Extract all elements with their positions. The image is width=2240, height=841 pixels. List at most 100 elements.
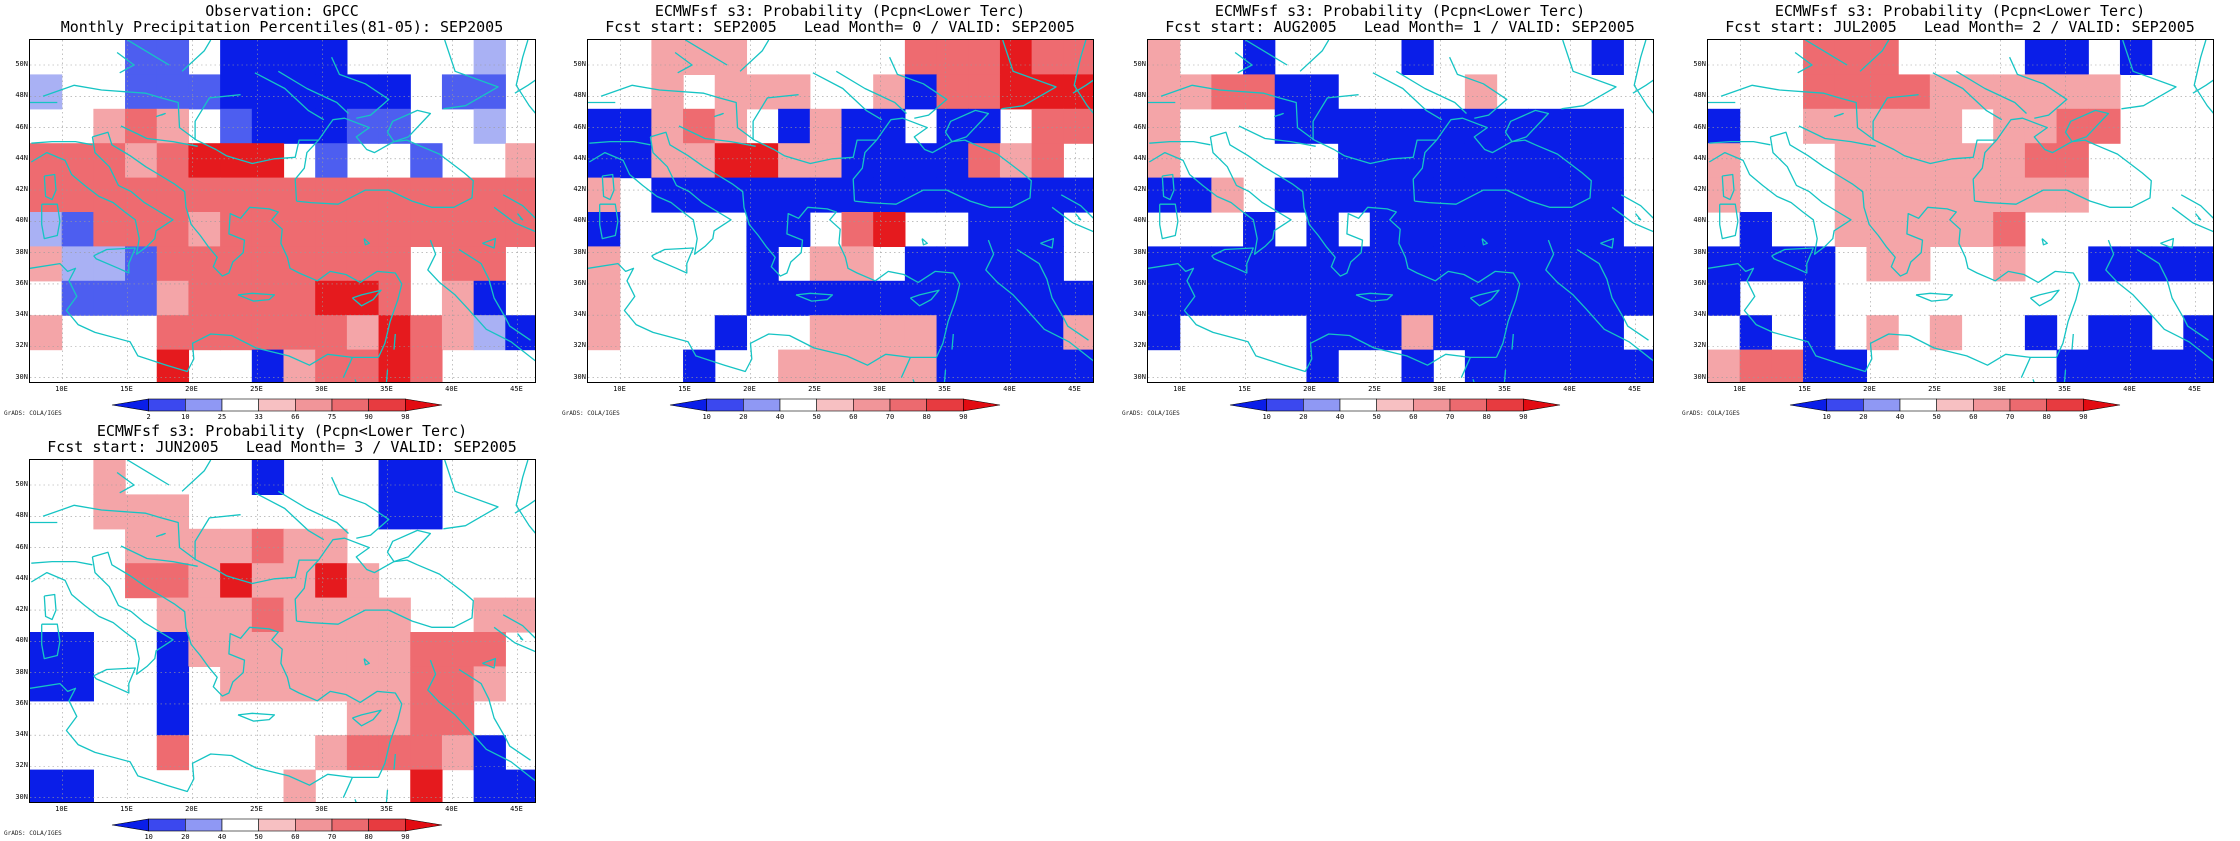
grid-cell (873, 280, 906, 316)
coastline (1709, 140, 1771, 146)
lon-tick-label: 10E (613, 385, 626, 393)
grid-cell (1739, 212, 1772, 247)
coastline (194, 514, 241, 561)
grid-cell (841, 315, 874, 351)
grid-cell (746, 143, 779, 179)
coastline (1632, 79, 1653, 94)
grid-cell (315, 563, 348, 599)
grid-cell (473, 769, 506, 802)
coastline (889, 56, 948, 119)
grid-cell (1866, 315, 1899, 351)
grid-cell (1803, 280, 1836, 316)
grid-cell (188, 280, 221, 316)
colorbar-label: 70 (2005, 413, 2015, 421)
grid-cell (251, 597, 285, 633)
lat-tick-label: 30N (1693, 372, 1706, 381)
map-area (587, 39, 1094, 383)
grid-cell (968, 74, 1001, 110)
grid-cell (1063, 349, 1093, 382)
coastline (1148, 136, 1292, 255)
grid-cell (841, 349, 874, 382)
grid-cell (1063, 40, 1093, 75)
grid-cell (1591, 40, 1624, 75)
coastline (943, 369, 947, 382)
coastline (41, 623, 61, 660)
coastline (1721, 173, 1735, 201)
grid-cell (410, 315, 443, 351)
grid-cell (809, 315, 843, 351)
grid-cell (1866, 143, 1899, 179)
coastline (1299, 40, 1330, 72)
colorbar-label: 20 (181, 833, 190, 841)
lat-tick-label: 30N (1133, 372, 1146, 381)
coastline (651, 247, 694, 274)
grid-cell (473, 108, 506, 144)
coastline (427, 659, 535, 782)
grid-cell (1338, 143, 1371, 179)
coastline (2193, 40, 2213, 114)
lat-tick-label: 48N (1133, 91, 1146, 100)
coastline (1503, 369, 1507, 382)
grid-cell (30, 212, 63, 247)
grid-cell (1708, 143, 1741, 179)
grid-cell (473, 666, 506, 702)
grid-cell (251, 246, 285, 282)
grid-cell (125, 40, 158, 75)
grid-cell (315, 280, 348, 316)
panel-subtitle: Fcst start: JUL2005 Lead Month= 2 / VALI… (1725, 18, 2195, 36)
grid-cell (841, 108, 874, 144)
lon-tick-label: 25E (1928, 385, 1941, 393)
grid-cell (220, 632, 253, 667)
grid-cell (714, 315, 748, 351)
lat-tick-label: 34N (1693, 310, 1706, 319)
grid-cell (473, 212, 506, 247)
grid-cell (441, 212, 475, 247)
grid-cell (283, 349, 316, 382)
grid-cell (746, 177, 779, 213)
grid-cell (778, 108, 811, 144)
grid-cell (714, 143, 748, 179)
coastline (588, 136, 732, 255)
coastline (41, 203, 61, 240)
grid-cell (1898, 143, 1931, 179)
lat-tick-label: 32N (1693, 341, 1706, 350)
coastline (482, 657, 497, 669)
grid-cell (156, 349, 190, 382)
lat-tick-label: 44N (573, 153, 586, 162)
coastline (514, 499, 535, 514)
grid-cell (93, 177, 126, 213)
coastline (852, 117, 1032, 208)
grid-cell (125, 246, 158, 282)
grid-cell (346, 597, 380, 633)
grid-cell (936, 108, 969, 144)
grid-cell (1739, 246, 1772, 282)
lon-tick-label: 40E (445, 805, 458, 813)
grid-cell (220, 143, 253, 179)
grid-cell (1993, 143, 2026, 179)
grid-cell (1433, 143, 1466, 179)
coastline (909, 289, 940, 307)
colorbar-label: 40 (1335, 413, 1345, 421)
colorbar-label: 20 (739, 413, 748, 421)
coastline (2192, 79, 2213, 94)
coastline (588, 262, 937, 373)
grid-cell (1708, 108, 1741, 144)
coastline (237, 712, 276, 722)
coastline (2180, 194, 2213, 219)
coastline (363, 238, 370, 246)
coastline (795, 292, 834, 302)
coastline (1040, 237, 1055, 249)
grid-cell (1708, 280, 1741, 316)
grid-cell (346, 315, 380, 351)
grid-cell (2088, 74, 2121, 110)
grid-cell (473, 632, 506, 667)
grid-cell (125, 528, 158, 564)
coastline (1719, 203, 1739, 240)
colorbar-segment (295, 818, 333, 832)
coastline (1016, 248, 1089, 341)
coastline (752, 94, 799, 141)
grid-cell (968, 315, 1001, 351)
coastline (1633, 40, 1653, 114)
lon-tick-label: 45E (2188, 385, 2201, 393)
grid-cell (1708, 349, 1741, 382)
